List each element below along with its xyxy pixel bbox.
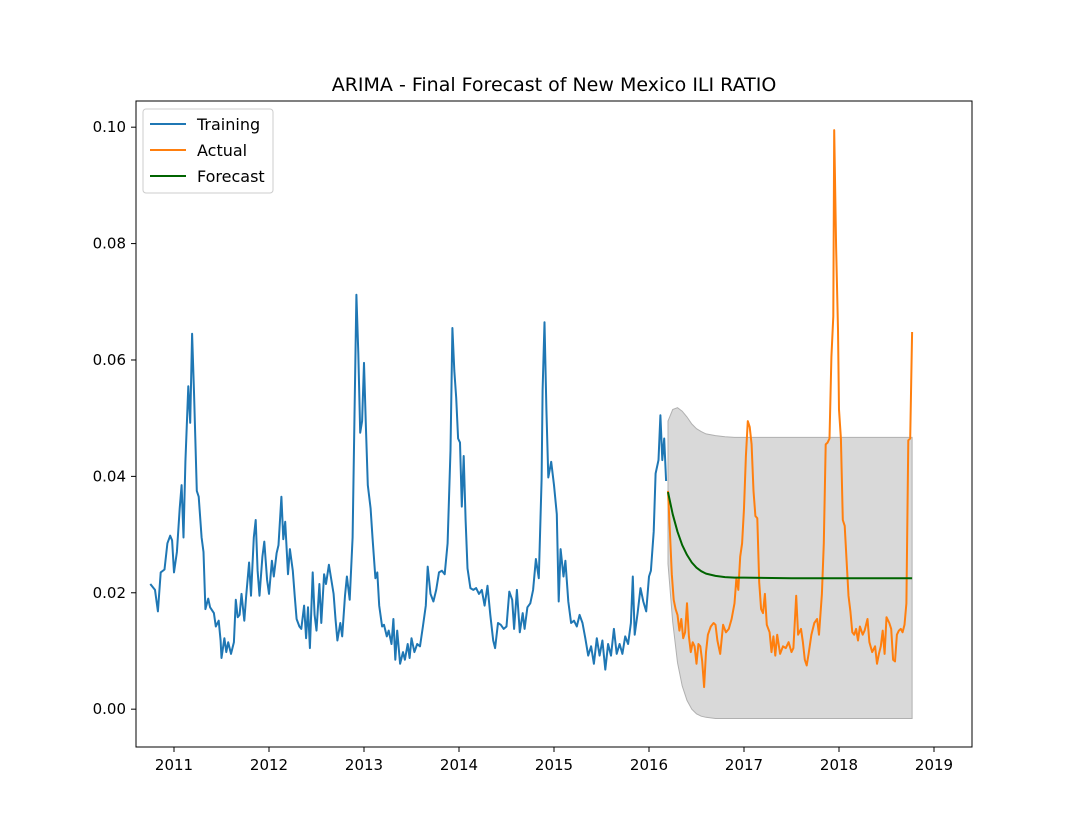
y-tick-label: 0.04 bbox=[93, 467, 126, 485]
chart-title: ARIMA - Final Forecast of New Mexico ILI… bbox=[332, 74, 777, 96]
series-line-forecast bbox=[667, 491, 913, 580]
x-axis: 2011 2012 2013 2014 2015 2016 2017 2018 2019 bbox=[155, 747, 953, 774]
y-axis: 0.00 0.02 0.04 0.06 0.08 0.10 bbox=[93, 118, 136, 718]
series-layer bbox=[149, 129, 914, 689]
y-tick-label: 0.08 bbox=[93, 235, 126, 253]
x-tick-label: 2017 bbox=[725, 756, 763, 774]
x-tick-label: 2013 bbox=[345, 756, 383, 774]
legend-label-actual: Actual bbox=[197, 141, 247, 160]
legend-label-forecast: Forecast bbox=[197, 167, 265, 186]
series-line-training bbox=[149, 293, 668, 671]
series-line-actual bbox=[667, 129, 914, 689]
x-tick-label: 2012 bbox=[250, 756, 288, 774]
y-tick-label: 0.10 bbox=[93, 118, 126, 136]
x-tick-label: 2015 bbox=[535, 756, 573, 774]
confidence-band-layer bbox=[667, 407, 913, 719]
legend: Training Actual Forecast bbox=[142, 108, 274, 194]
x-tick-label: 2019 bbox=[915, 756, 953, 774]
x-tick-label: 2014 bbox=[440, 756, 478, 774]
x-tick-label: 2011 bbox=[155, 756, 193, 774]
x-tick-label: 2018 bbox=[820, 756, 858, 774]
confidence-band bbox=[667, 407, 913, 719]
y-tick-label: 0.06 bbox=[93, 351, 126, 369]
legend-box bbox=[142, 108, 274, 194]
y-tick-label: 0.00 bbox=[93, 700, 126, 718]
y-tick-label: 0.02 bbox=[93, 584, 126, 602]
legend-label-training: Training bbox=[196, 115, 260, 134]
x-tick-label: 2016 bbox=[630, 756, 668, 774]
